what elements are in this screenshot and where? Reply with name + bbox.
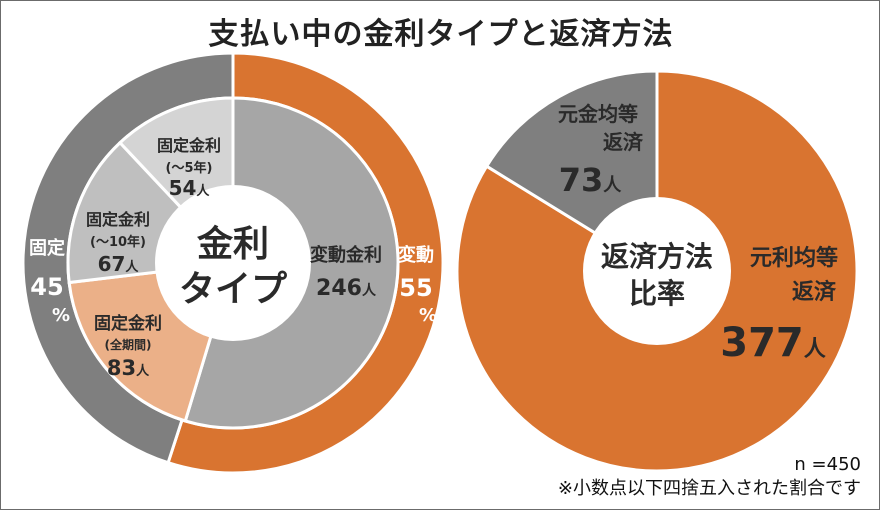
- unit-text: 人: [196, 183, 210, 199]
- unit-text: 人: [804, 337, 826, 362]
- unit-text: 人: [603, 175, 622, 196]
- inner-sublabel-fixed-10: (～10年): [90, 234, 146, 250]
- value-text: 67: [98, 252, 126, 276]
- inner-label-fixed-10: 固定金利: [86, 210, 150, 229]
- unit-text: 人: [125, 259, 139, 275]
- slice-label-equal-principal-1: 元金均等: [558, 102, 638, 126]
- slice-value-equal-principal: 73人: [559, 161, 623, 199]
- inner-value-variable: 246人: [316, 276, 377, 301]
- inner-value-fixed-10: 67人: [98, 252, 140, 276]
- chart-title: 支払い中の金利タイプと返済方法: [208, 17, 674, 52]
- inner-label-variable: 変動金利: [310, 244, 382, 266]
- value-text: 246: [316, 276, 362, 301]
- left-center-hole: [155, 185, 311, 341]
- right-center-disc: [583, 197, 731, 345]
- slice-label-equal-principal-2: 返済: [603, 130, 644, 154]
- rounding-note: ※小数点以下四捨五入された割合です: [557, 478, 861, 499]
- inner-sublabel-fixed-5: (～5年): [166, 160, 213, 176]
- inner-sublabel-fixed-all: (全期間): [105, 337, 152, 352]
- inner-label-fixed-5: 固定金利: [157, 136, 221, 155]
- left-center-label-2: タイプ: [179, 269, 287, 310]
- outer-unit-fixed: %: [52, 305, 70, 326]
- outer-value-fixed: 45: [30, 273, 63, 301]
- outer-unit-variable: %: [419, 305, 437, 326]
- right-center-label-2: 比率: [629, 277, 685, 310]
- right-center-label-1: 返済方法: [601, 240, 713, 273]
- unit-text: 人: [362, 282, 377, 299]
- left-center-label-1: 金利: [196, 223, 269, 265]
- slice-value-equal-payment: 377人: [720, 320, 826, 366]
- value-text: 83: [107, 356, 136, 380]
- slice-label-equal-payment-2: 返済: [792, 279, 837, 305]
- outer-value-variable: 55: [399, 274, 432, 302]
- value-text: 73: [559, 161, 604, 199]
- value-text: 54: [169, 176, 197, 200]
- outer-label-fixed: 固定: [29, 237, 65, 259]
- sample-size: n =450: [794, 454, 861, 475]
- slice-label-equal-payment-1: 元利均等: [750, 245, 838, 271]
- footnote: n =450 ※小数点以下四捨五入された割合です: [558, 453, 861, 501]
- outer-label-variable: 変動: [398, 244, 434, 266]
- unit-text: 人: [136, 363, 150, 379]
- value-text: 377: [720, 320, 804, 366]
- inner-value-fixed-all: 83人: [107, 356, 150, 380]
- inner-value-fixed-5: 54人: [169, 176, 211, 200]
- inner-label-fixed-all: 固定金利: [94, 313, 162, 334]
